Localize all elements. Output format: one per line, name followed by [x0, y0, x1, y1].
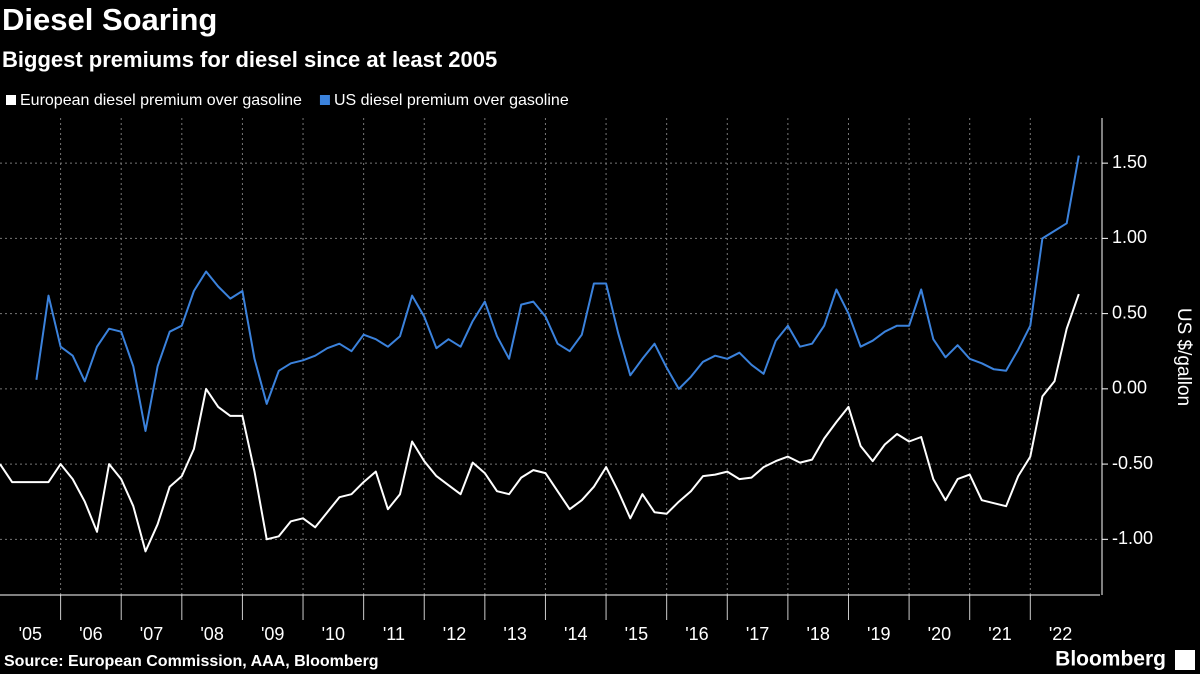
x-tick-label: '19 — [867, 624, 890, 644]
x-tick-label: '06 — [79, 624, 102, 644]
series-line — [35, 155, 1080, 432]
y-axis-label: US $/gallon — [1173, 308, 1194, 406]
x-tick-label: '16 — [685, 624, 708, 644]
x-tick-label: '22 — [1049, 624, 1072, 644]
x-tick-label: '07 — [140, 624, 163, 644]
y-tick-label: 1.00 — [1112, 227, 1147, 247]
y-tick-label: 0.50 — [1112, 302, 1147, 322]
legend-swatch — [6, 95, 16, 105]
source: Source: European Commission, AAA, Bloomb… — [4, 653, 379, 670]
legend-swatch — [319, 95, 330, 105]
x-tick-label: '18 — [806, 624, 829, 644]
y-tick-label: -0.50 — [1112, 453, 1153, 473]
legend-label: US diesel premium over gasoline — [334, 92, 569, 109]
x-tick-label: '05 — [19, 624, 42, 644]
chart-title: Diesel Soaring — [2, 2, 217, 37]
x-tick-label: '15 — [625, 624, 648, 644]
brand: Bloomberg — [1055, 648, 1166, 671]
x-tick-label: '21 — [988, 624, 1011, 644]
chart-subtitle: Biggest premiums for diesel since at lea… — [2, 47, 497, 72]
legend-label: European diesel premium over gasoline — [20, 92, 302, 109]
x-tick-label: '08 — [200, 624, 223, 644]
x-tick-label: '12 — [443, 624, 466, 644]
x-tick-label: '09 — [261, 624, 284, 644]
x-tick-label: '11 — [383, 624, 405, 644]
x-tick-label: '10 — [322, 624, 345, 644]
series-line — [0, 293, 1080, 553]
brand-icon — [1175, 650, 1195, 670]
y-tick-label: 1.50 — [1112, 152, 1147, 172]
y-tick-label: -1.00 — [1112, 528, 1153, 548]
x-tick-label: '14 — [564, 624, 587, 644]
x-tick-label: '20 — [928, 624, 951, 644]
x-tick-label: '13 — [503, 624, 526, 644]
y-tick-label: 0.00 — [1112, 378, 1147, 398]
x-tick-label: '17 — [746, 624, 769, 644]
